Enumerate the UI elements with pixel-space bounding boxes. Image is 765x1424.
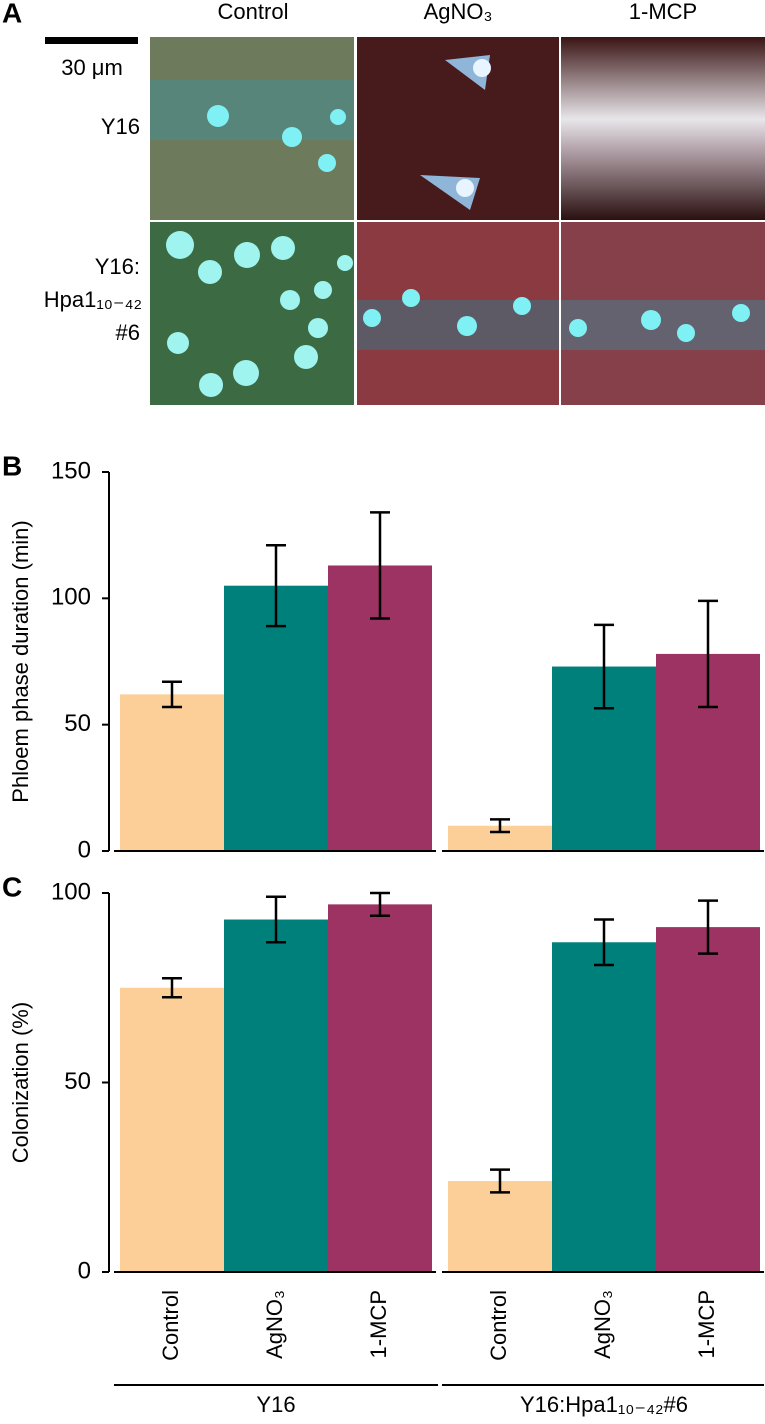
bar xyxy=(224,919,328,1272)
error-bar xyxy=(370,891,390,917)
column-label: 1-MCP xyxy=(629,0,697,24)
error-bar xyxy=(370,511,390,620)
y-axis-label: Phloem phase duration (min) xyxy=(8,520,33,802)
y-axis-label: Colonization (%) xyxy=(8,1002,33,1163)
y-tick-label: 50 xyxy=(64,710,91,737)
column-label: AgNO₃ xyxy=(424,0,493,24)
bar xyxy=(656,927,760,1272)
error-bar xyxy=(698,599,718,709)
x-tick-label: 1-MCP xyxy=(694,1290,719,1358)
y-tick-label: 100 xyxy=(51,878,91,905)
error-bar xyxy=(162,680,182,709)
row-label: Y16 xyxy=(101,114,140,139)
error-bar xyxy=(490,818,510,834)
column-label: Control xyxy=(218,0,289,24)
error-bar xyxy=(594,918,614,967)
error-bar xyxy=(698,899,718,955)
row-label: Hpa1₁₀₋₄₂ xyxy=(44,287,142,312)
bar xyxy=(120,694,224,851)
panel-letter: B xyxy=(2,450,22,481)
error-bar xyxy=(266,544,286,628)
y-tick-label: 0 xyxy=(78,1257,91,1284)
bar xyxy=(448,1181,552,1272)
error-bar xyxy=(490,1168,510,1194)
x-tick-label: Control xyxy=(158,1290,183,1361)
micrographs xyxy=(45,37,765,405)
panel-letter: A xyxy=(2,0,22,28)
bar xyxy=(328,904,432,1272)
x-tick-label: AgNO₃ xyxy=(590,1290,615,1359)
y-tick-label: 150 xyxy=(51,457,91,484)
group-label: Y16:Hpa1₁₀₋₄₂#6 xyxy=(520,1392,688,1417)
bar xyxy=(224,585,328,851)
x-tick-label: 1-MCP xyxy=(366,1290,391,1358)
panel-letter: C xyxy=(2,871,22,902)
y-tick-label: 100 xyxy=(51,584,91,611)
bar xyxy=(552,942,656,1272)
error-bar xyxy=(266,895,286,944)
error-bar xyxy=(162,977,182,999)
y-tick-label: 0 xyxy=(78,836,91,863)
x-tick-label: AgNO₃ xyxy=(262,1290,287,1359)
error-bar xyxy=(594,623,614,710)
y-tick-label: 50 xyxy=(64,1068,91,1095)
x-tick-label: Control xyxy=(486,1290,511,1361)
group-label: Y16 xyxy=(256,1392,295,1417)
row-label: Y16: xyxy=(95,254,140,279)
bar xyxy=(120,987,224,1272)
row-label: #6 xyxy=(116,320,140,345)
scale-bar-label: 30 μm xyxy=(61,55,123,80)
